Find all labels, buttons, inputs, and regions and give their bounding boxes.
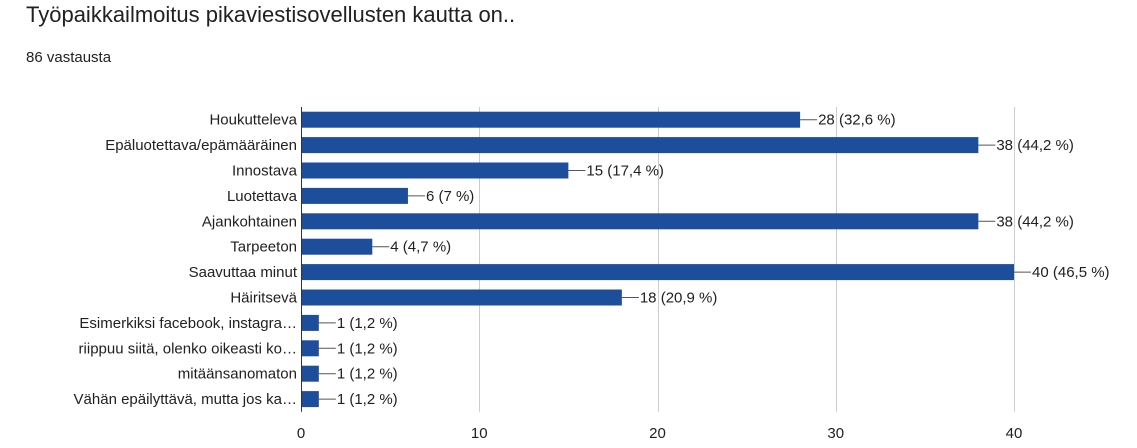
category-label: Ajankohtainen	[202, 213, 297, 230]
bar	[302, 264, 1014, 281]
data-label: 6 (7 %)	[426, 188, 474, 205]
category-label: Luotettava	[227, 188, 298, 205]
category-label: Esimerkiksi facebook, instagra…	[79, 315, 297, 332]
category-label: Häiritsevä	[230, 290, 297, 307]
bar	[302, 187, 408, 204]
data-label: 4 (4,7 %)	[390, 239, 451, 256]
bar	[302, 391, 319, 408]
chart-title: Työpaikkailmoitus pikaviestisovellusten …	[26, 2, 516, 27]
category-label: Tarpeeton	[230, 239, 297, 256]
response-count: 86 vastausta	[26, 49, 112, 66]
category-label: mitäänsanomaton	[178, 366, 297, 383]
category-label: Houkutteleva	[209, 112, 297, 129]
bar	[302, 213, 979, 230]
bar	[302, 238, 373, 255]
x-tick-label: 30	[827, 425, 844, 442]
category-label: Innostava	[232, 163, 298, 180]
data-label: 38 (44,2 %)	[996, 213, 1074, 230]
x-tick-label: 20	[649, 425, 666, 442]
category-label: riippuu siitä, olenko oikeasti ko…	[79, 340, 297, 357]
bar	[302, 111, 801, 128]
data-label: 1 (1,2 %)	[337, 315, 398, 332]
category-label: Epäluotettava/epämääräinen	[105, 137, 297, 154]
x-tick-label: 10	[471, 425, 488, 442]
data-label: 1 (1,2 %)	[337, 340, 398, 357]
data-label: 15 (17,4 %)	[586, 163, 664, 180]
bar	[302, 289, 622, 306]
data-label: 40 (46,5 %)	[1032, 264, 1110, 281]
bar	[302, 137, 979, 154]
category-label: Vähän epäilyttävä, mutta jos ka…	[74, 391, 297, 408]
data-label: 28 (32,6 %)	[818, 112, 896, 129]
bar	[302, 365, 319, 382]
x-tick-label: 40	[1006, 425, 1023, 442]
x-tick-label: 0	[297, 425, 305, 442]
data-label: 38 (44,2 %)	[996, 137, 1074, 154]
data-label: 18 (20,9 %)	[640, 290, 718, 307]
bar	[302, 162, 569, 179]
bar	[302, 340, 319, 357]
data-label: 1 (1,2 %)	[337, 391, 398, 408]
bar	[302, 314, 319, 331]
category-label: Saavuttaa minut	[189, 264, 298, 281]
data-label: 1 (1,2 %)	[337, 366, 398, 383]
